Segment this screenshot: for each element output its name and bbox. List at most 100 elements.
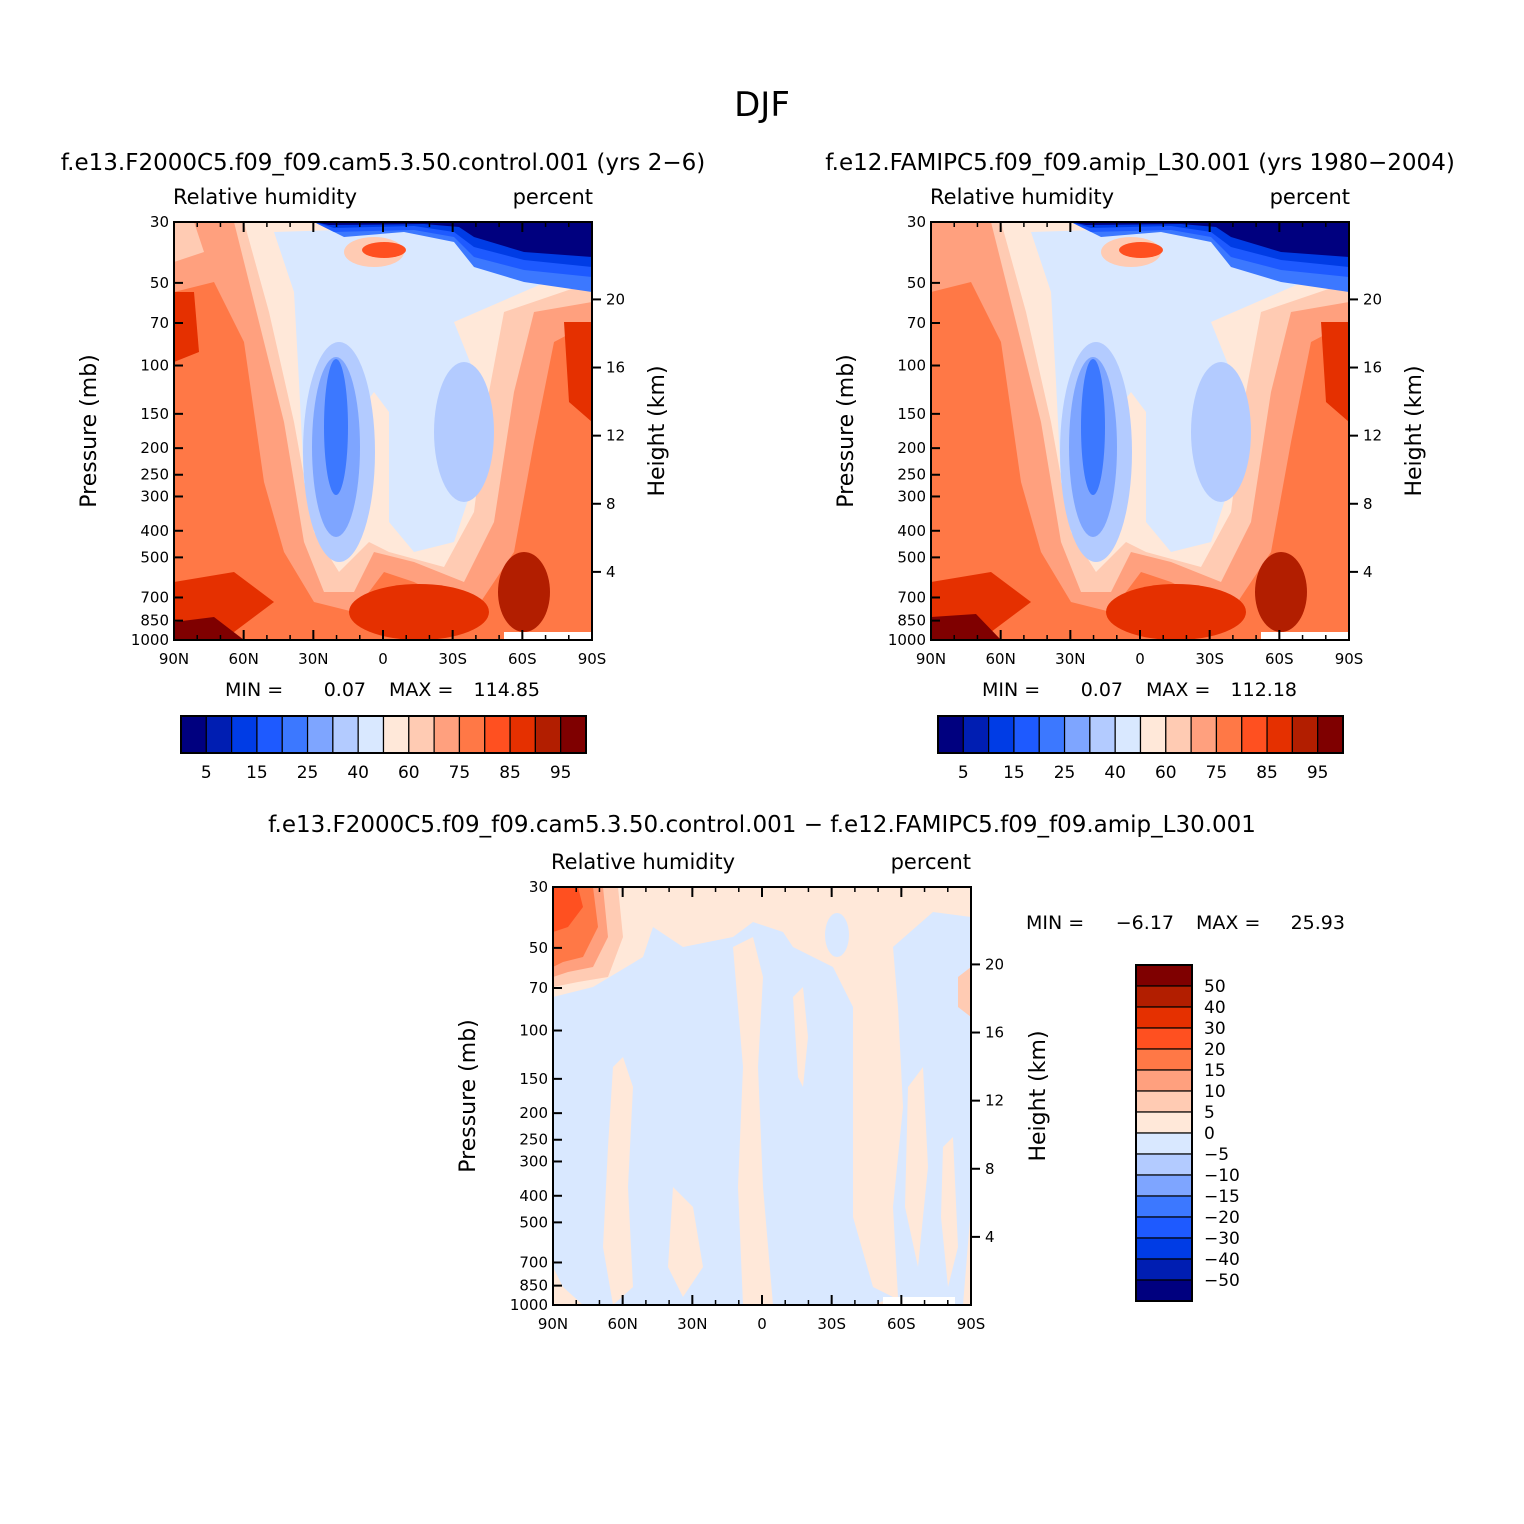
x-tick-label: 30S [1195,650,1224,668]
colorbar-label: 40 [1204,998,1226,1018]
x-tick-label: 60N [608,1315,638,1333]
units-label: percent [1270,185,1350,209]
x-tick-label: 90N [538,1315,568,1333]
y-tick-label: 700 [140,588,169,606]
y-tick-label: 500 [519,1213,548,1231]
y-tick-label: 400 [140,522,169,540]
colorbar-label: −5 [1204,1145,1229,1165]
colorbar-box [1135,1111,1193,1134]
x-tick-label: 0 [378,650,388,668]
colorbar-label: 30 [1204,1019,1226,1039]
max-label: MAX = [389,679,453,701]
run-title: f.e13.F2000C5.f09_f09.cam5.3.50.control.… [61,150,705,176]
contour-field [553,887,971,1305]
y-axis-label-right: Height (km) [645,365,670,496]
y-right-tick-label: 4 [606,563,616,581]
colorbar-box [1135,1279,1193,1302]
x-tick-label: 30N [1055,650,1085,668]
y-tick-label: 70 [529,979,548,997]
colorbar-label: 95 [550,763,572,783]
x-tick-label: 60S [1265,650,1294,668]
x-tick-label: 60N [986,650,1016,668]
colorbar-box [509,715,536,754]
panel-case: f.e13.F2000C5.f09_f09.cam5.3.50.control.… [61,150,705,783]
y-right-tick-label: 16 [1363,359,1382,377]
x-tick-label: 90S [578,650,607,668]
colorbar-label: 0 [1204,1124,1215,1144]
colorbar-box [433,715,461,754]
colorbar-label: 60 [1155,763,1177,783]
x-tick-label: 90N [159,650,189,668]
colorbar-box [1135,1216,1193,1239]
colorbar-box [205,715,233,754]
colorbar-box [1135,1048,1193,1071]
y-tick-label: 30 [529,878,548,896]
colorbar-label: 40 [1104,763,1126,783]
colorbar-label: −10 [1204,1166,1240,1186]
colorbar-label: −30 [1204,1229,1240,1249]
colorbar-box [560,715,587,754]
colorbar-label: 25 [1054,763,1076,783]
colorbar-box [408,715,435,754]
y-tick-label: 100 [519,1022,548,1040]
colorbar-label: 85 [499,763,521,783]
y-tick-label: 400 [897,522,926,540]
colorbar-label: 5 [958,763,969,783]
min-value: 0.07 [324,679,366,701]
y-tick-label: 300 [897,487,926,505]
y-right-tick-label: 8 [1363,495,1373,513]
x-tick-label: 30S [438,650,467,668]
x-tick-label: 0 [757,1315,767,1333]
colorbar-label: 50 [1204,977,1226,997]
colorbar-box [1114,715,1142,754]
y-axis-label-right: Height (km) [1402,365,1427,496]
y-tick-label: 150 [897,405,926,423]
colorbar-label: −15 [1204,1187,1240,1207]
y-tick-label: 100 [140,357,169,375]
field-label: Relative humidity [930,185,1114,209]
colorbar-label: 75 [449,763,471,783]
colorbar-box [1215,715,1243,754]
max-label: MAX = [1146,679,1210,701]
x-tick-label: 90N [916,650,946,668]
y-tick-label: 300 [519,1152,548,1170]
colorbar-box [1135,1090,1193,1113]
y-tick-label: 200 [519,1104,548,1122]
y-tick-label: 250 [519,1131,548,1149]
y-tick-label: 500 [140,548,169,566]
colorbar-box [1135,1153,1193,1176]
colorbar-label: 85 [1256,763,1278,783]
y-right-tick-label: 12 [606,427,625,445]
y-right-tick-label: 8 [606,495,616,513]
y-tick-label: 300 [140,487,169,505]
colorbar-box [1063,715,1091,754]
units-label: percent [891,850,971,874]
y-tick-label: 250 [897,466,926,484]
y-tick-label: 50 [907,274,926,292]
colorbar-label: −50 [1204,1271,1240,1291]
max-value: 114.85 [474,679,540,701]
y-tick-label: 200 [140,439,169,457]
colorbar-box [962,715,990,754]
y-axis-label: Pressure (mb) [834,354,859,508]
colorbar-box [1135,1027,1193,1050]
colorbar-box [332,715,359,754]
colorbar-label: 60 [398,763,420,783]
y-axis-label-right: Height (km) [1026,1030,1051,1161]
colorbar-box [1291,715,1319,754]
y-right-tick-label: 16 [606,359,625,377]
colorbar-label: −20 [1204,1208,1240,1228]
colorbar-box [1135,1195,1193,1218]
colorbar-label: 5 [1204,1103,1215,1123]
colorbar-label: 15 [1204,1061,1226,1081]
colorbar-label: 15 [1003,763,1025,783]
y-tick-label: 200 [897,439,926,457]
y-right-tick-label: 12 [985,1092,1004,1110]
colorbar-box [988,715,1015,754]
min-label: MIN = [1026,912,1084,934]
colorbar-label: 10 [1204,1082,1226,1102]
colorbar-box [1135,1006,1193,1029]
y-right-tick-label: 8 [985,1160,995,1178]
y-axis-label: Pressure (mb) [456,1019,481,1173]
x-tick-label: 60N [229,650,259,668]
